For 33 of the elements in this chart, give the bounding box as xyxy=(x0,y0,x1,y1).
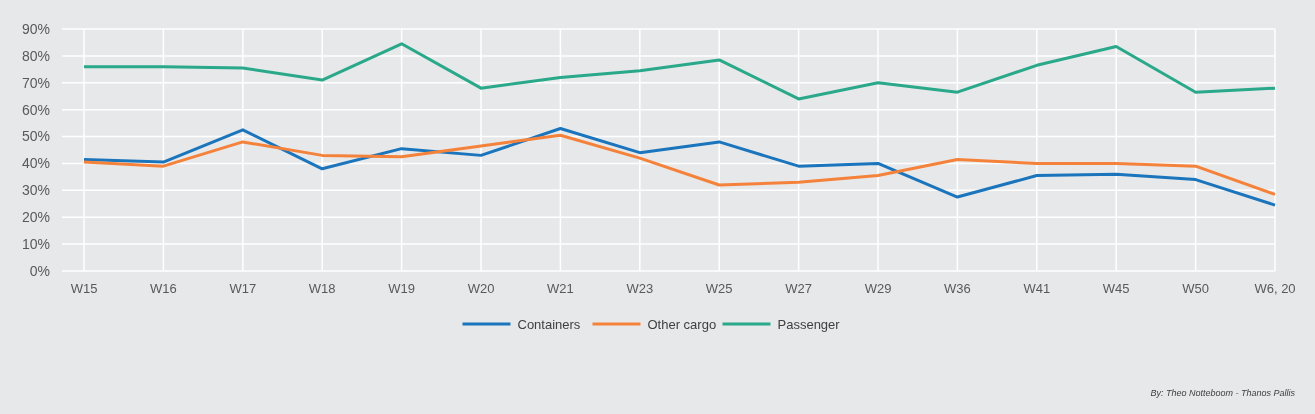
x-tick-label: W50 xyxy=(1182,281,1209,296)
y-tick-label: 0% xyxy=(29,262,50,279)
x-tick-label: W16 xyxy=(150,281,177,296)
x-tick-label: W18 xyxy=(308,281,336,296)
line-series xyxy=(82,42,1277,101)
legend-label: Containers xyxy=(517,316,581,332)
y-tick-label: 50% xyxy=(21,128,50,145)
y-tick-label: 70% xyxy=(21,74,50,91)
x-tick-label: W6, 20 xyxy=(1254,281,1296,296)
y-tick-label: 60% xyxy=(21,101,50,118)
y-tick-label: 90% xyxy=(21,20,50,37)
text: By: Theo Notteboom - Thanos Pallis xyxy=(1150,388,1296,398)
x-tick-label: W25 xyxy=(705,281,733,296)
y-tick-label: 20% xyxy=(21,209,50,226)
x-tick-label: W45 xyxy=(1102,281,1130,296)
line-series xyxy=(82,126,1277,207)
x-tick-label: W17 xyxy=(229,281,257,296)
line-series xyxy=(82,133,1277,196)
y-tick-label: 40% xyxy=(21,155,50,172)
x-tick-label: W21 xyxy=(547,281,574,296)
x-tick-label: W36 xyxy=(944,281,971,296)
x-tick-label: W19 xyxy=(388,281,415,296)
y-tick-label: 10% xyxy=(21,236,50,253)
legend-label: Passenger xyxy=(777,316,841,332)
x-tick-label: W41 xyxy=(1023,281,1051,296)
x-tick-label: W23 xyxy=(626,281,654,296)
x-tick-label: W27 xyxy=(785,281,812,296)
y-tick-label: 30% xyxy=(21,182,50,199)
x-tick-label: W29 xyxy=(864,281,892,296)
legend-label: Other cargo xyxy=(647,316,717,332)
x-tick-label: W20 xyxy=(467,281,495,296)
x-tick-label: W15 xyxy=(70,281,98,296)
y-tick-label: 80% xyxy=(21,47,50,64)
